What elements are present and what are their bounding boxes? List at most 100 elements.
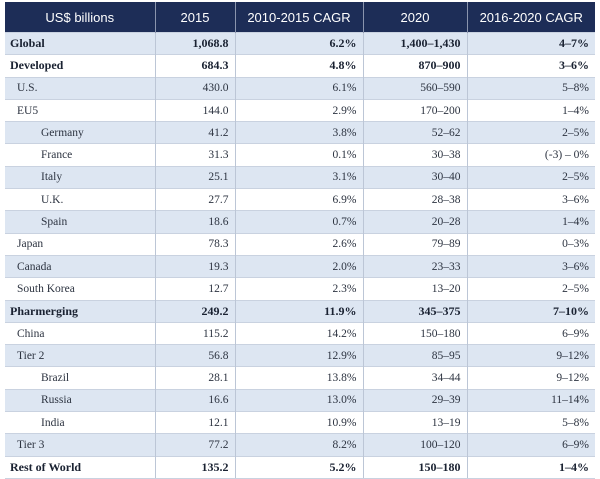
table-row: India 12.1 10.9% 13–19 5–8% [5,411,595,434]
table-row: Global 1,068.8 6.2% 1,400–1,430 4–7% [5,31,595,55]
cell-2020: 560–590 [362,76,467,100]
cell-2015: 19.3 [154,254,235,278]
cell-2020: 30–38 [362,143,467,167]
cell-2020: 30–40 [362,165,467,189]
table-row: Spain 18.6 0.7% 20–28 1–4% [5,210,595,234]
table-row: France 31.3 0.1% 30–38 (-3) – 0% [5,143,595,167]
cell-region: Italy [5,165,155,189]
cell-cagr-2016-2020: 3–6% [466,254,595,278]
table-row: Developed 684.3 4.8% 870–900 3–6% [5,54,595,78]
cell-region: Rest of World [5,455,155,479]
cell-region: Tier 3 [5,433,155,457]
table-row: Russia 16.6 13.0% 29–39 11–14% [5,388,595,412]
cell-2020: 20–28 [362,210,467,234]
cell-2015: 12.7 [154,277,235,301]
cell-cagr-2016-2020: 1–4% [466,98,595,122]
cell-cagr-2010-2015: 11.9% [234,299,363,323]
table-row: Rest of World 135.2 5.2% 150–180 1–4% [5,455,595,479]
cell-cagr-2010-2015: 13.0% [234,388,363,412]
cell-region: India [5,411,155,434]
cell-cagr-2016-2020: 6–9% [466,321,595,345]
cell-2015: 430.0 [154,76,235,100]
cell-2020: 29–39 [362,388,467,412]
cell-2015: 25.1 [154,165,235,189]
cell-cagr-2016-2020: (-3) – 0% [466,143,595,167]
cell-cagr-2016-2020: 9–12% [466,344,595,367]
table-row: EU5 144.0 2.9% 170–200 1–4% [5,98,595,122]
cell-cagr-2010-2015: 2.9% [234,98,363,122]
cell-cagr-2016-2020: 3–6% [466,54,595,78]
table-body: Global 1,068.8 6.2% 1,400–1,430 4–7% Develope… [5,31,595,479]
cell-cagr-2010-2015: 2.0% [234,254,363,278]
cell-2015: 1,068.8 [154,31,235,55]
pharma-spending-table: US$ billions 2015 2010-2015 CAGR 2020 20… [5,2,595,479]
cell-2020: 13–20 [362,277,467,301]
cell-2015: 31.3 [154,143,235,167]
cell-cagr-2016-2020: 2–5% [466,277,595,301]
cell-2015: 12.1 [154,411,235,434]
table-row: Pharmerging 249.2 11.9% 345–375 7–10% [5,299,595,323]
cell-cagr-2010-2015: 3.1% [234,165,363,189]
cell-cagr-2010-2015: 5.2% [234,455,363,479]
cell-region: Japan [5,232,155,256]
cell-2020: 150–180 [362,455,467,479]
cell-cagr-2010-2015: 0.1% [234,143,363,167]
cell-2015: 135.2 [154,455,235,479]
cell-region: Global [5,31,155,55]
cell-2020: 1,400–1,430 [362,31,467,55]
cell-region: Tier 2 [5,344,155,367]
cell-cagr-2010-2015: 4.8% [234,54,363,78]
cell-2015: 28.1 [154,366,235,390]
cell-cagr-2016-2020: 5–8% [466,411,595,434]
cell-cagr-2016-2020: 11–14% [466,388,595,412]
cell-region: EU5 [5,98,155,122]
cell-cagr-2010-2015: 8.2% [234,433,363,457]
cell-2015: 56.8 [154,344,235,367]
cell-2020: 150–180 [362,321,467,345]
cell-cagr-2010-2015: 2.6% [234,232,363,256]
cell-cagr-2010-2015: 6.2% [234,31,363,55]
cell-region: South Korea [5,277,155,301]
table-row: Germany 41.2 3.8% 52–62 2–5% [5,121,595,144]
cell-cagr-2016-2020: 1–4% [466,210,595,234]
cell-region: Brazil [5,366,155,390]
cell-region: U.K. [5,188,155,211]
cell-cagr-2010-2015: 13.8% [234,366,363,390]
cell-cagr-2016-2020: 9–12% [466,366,595,390]
cell-2020: 34–44 [362,366,467,390]
cell-2015: 144.0 [154,98,235,122]
cell-2020: 100–120 [362,433,467,457]
cell-cagr-2016-2020: 7–10% [466,299,595,323]
table-row: Tier 3 77.2 8.2% 100–120 6–9% [5,433,595,457]
cell-2020: 170–200 [362,98,467,122]
cell-region: China [5,321,155,345]
table-row: Japan 78.3 2.6% 79–89 0–3% [5,232,595,256]
data-table-container: US$ billions 2015 2010-2015 CAGR 2020 20… [5,2,595,479]
cell-2020: 345–375 [362,299,467,323]
table-header-row: US$ billions 2015 2010-2015 CAGR 2020 20… [5,2,595,33]
table-row: U.K. 27.7 6.9% 28–38 3–6% [5,188,595,211]
cell-cagr-2016-2020: 6–9% [466,433,595,457]
cell-2020: 13–19 [362,411,467,434]
cell-region: Spain [5,210,155,234]
cell-region: U.S. [5,76,155,100]
table-row: Canada 19.3 2.0% 23–33 3–6% [5,254,595,278]
cell-cagr-2010-2015: 6.9% [234,188,363,211]
table-row: U.S. 430.0 6.1% 560–590 5–8% [5,76,595,100]
cell-region: France [5,143,155,167]
cell-2015: 115.2 [154,321,235,345]
cell-cagr-2016-2020: 5–8% [466,76,595,100]
table-row: China 115.2 14.2% 150–180 6–9% [5,321,595,345]
table-row: Brazil 28.1 13.8% 34–44 9–12% [5,366,595,390]
cell-2015: 249.2 [154,299,235,323]
cell-2015: 78.3 [154,232,235,256]
cell-2015: 16.6 [154,388,235,412]
cell-cagr-2010-2015: 10.9% [234,411,363,434]
cell-cagr-2010-2015: 2.3% [234,277,363,301]
cell-cagr-2010-2015: 14.2% [234,321,363,345]
cell-2015: 18.6 [154,210,235,234]
table-row: South Korea 12.7 2.3% 13–20 2–5% [5,277,595,301]
cell-2020: 28–38 [362,188,467,211]
cell-2015: 27.7 [154,188,235,211]
header-region: US$ billions [5,2,155,33]
